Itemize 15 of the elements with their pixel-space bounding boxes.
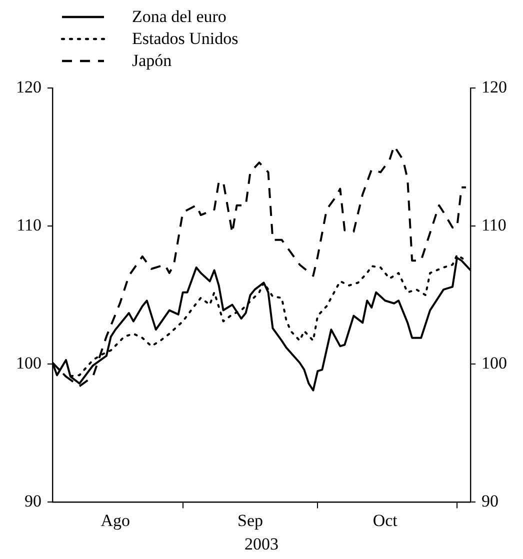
x-tick-label: Sep <box>238 510 264 530</box>
y2-tick-label: 120 <box>482 77 507 96</box>
x-tick-label: Ago <box>100 510 130 530</box>
y2-tick-label: 90 <box>482 492 498 511</box>
y-tick-label: 100 <box>16 354 42 373</box>
y2-tick-label: 100 <box>482 354 507 373</box>
y2-tick-label: 110 <box>482 216 506 235</box>
y-tick-label: 120 <box>16 77 42 96</box>
y-tick-label: 90 <box>24 492 42 511</box>
x-axis-title: 2003 <box>244 534 278 554</box>
y-tick-label: 110 <box>16 216 42 235</box>
x-tick-label: Oct <box>372 510 398 530</box>
legend-label: Zona del euro <box>132 7 226 27</box>
legend-label: Japón <box>132 51 172 71</box>
legend-label: Estados Unidos <box>132 29 238 49</box>
